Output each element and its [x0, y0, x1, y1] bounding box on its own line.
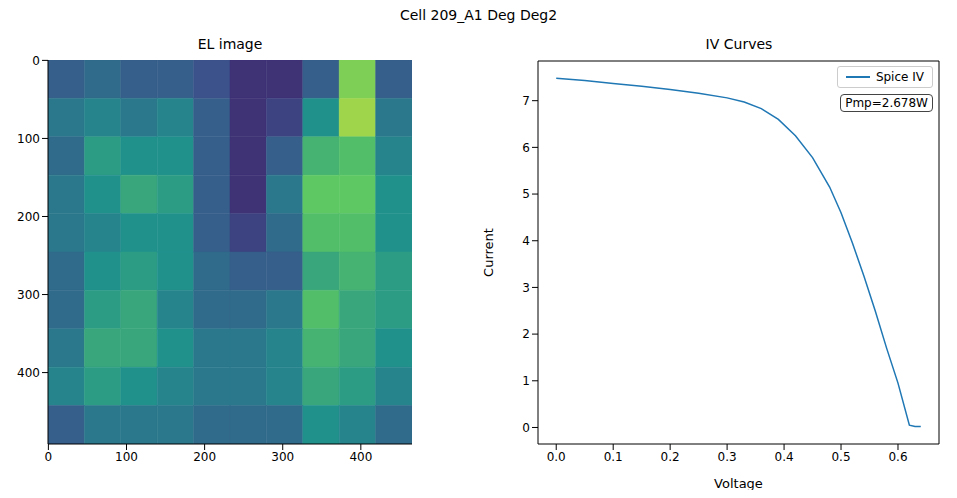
svg-text:6: 6 [522, 141, 530, 155]
svg-text:0: 0 [522, 421, 530, 435]
svg-text:4: 4 [522, 234, 530, 248]
svg-text:300: 300 [17, 288, 40, 302]
svg-text:0.0: 0.0 [547, 450, 566, 464]
html-text:Cell 209_A1 Deg Deg2: Cell 209_A1 Deg Deg2 [399, 7, 558, 23]
svg-text:7: 7 [522, 94, 530, 108]
svg-text:400: 400 [17, 366, 40, 380]
svg-text:3: 3 [522, 281, 530, 295]
svg-text:Voltage: Voltage [714, 476, 763, 490]
svg-text:200: 200 [193, 450, 216, 464]
svg-text:100: 100 [115, 450, 138, 464]
svg-text:5: 5 [522, 187, 530, 201]
svg-text:200: 200 [17, 210, 40, 224]
html-text:IV Curves: IV Curves [705, 36, 773, 52]
svg-text:0.3: 0.3 [718, 450, 737, 464]
html-text:Spice IV: Spice IV [875, 70, 924, 84]
svg-text:2: 2 [522, 327, 530, 341]
svg-text:0: 0 [45, 450, 53, 464]
svg-text:0.6: 0.6 [888, 450, 907, 464]
svg-text:0.2: 0.2 [661, 450, 680, 464]
svg-text:100: 100 [17, 132, 40, 146]
svg-text:0: 0 [32, 54, 40, 68]
svg-text:Current: Current [481, 228, 496, 277]
svg-text:300: 300 [271, 450, 294, 464]
svg-text:0.1: 0.1 [604, 450, 623, 464]
svg-text:400: 400 [349, 450, 372, 464]
html-text:Pmp=2.678W: Pmp=2.678W [845, 96, 928, 110]
html-text:EL image: EL image [197, 36, 263, 52]
svg-text:0.4: 0.4 [775, 450, 794, 464]
svg-text:1: 1 [522, 374, 530, 388]
svg-text:0.5: 0.5 [831, 450, 850, 464]
